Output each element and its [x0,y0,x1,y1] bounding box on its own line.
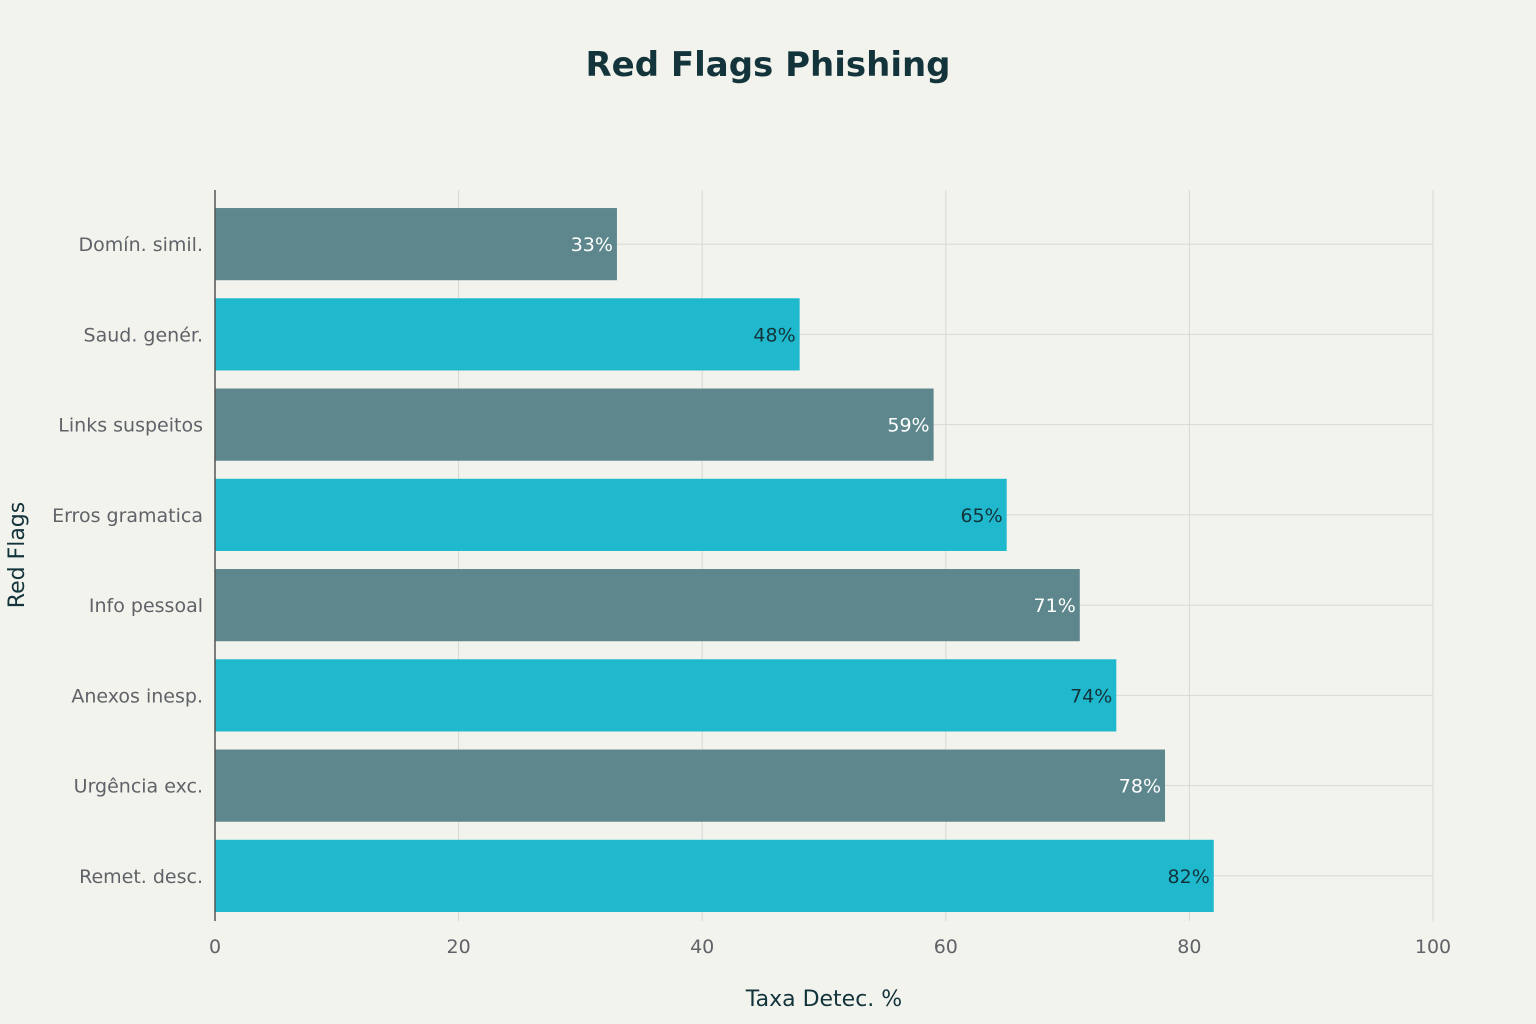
data-label: 65% [960,505,1002,527]
x-tick-label: 100 [1415,936,1451,958]
y-axis-categories: Domín. simil. Saud. genér. Links suspeitos… [52,234,203,888]
bar [215,478,1007,551]
data-label: 74% [1070,685,1112,707]
data-label: 59% [887,415,929,437]
category-label: Domín. simil. [79,234,203,256]
category-label: Erros gramatica [52,505,203,527]
data-label: 71% [1034,595,1076,617]
x-tick-label: 40 [690,936,714,958]
data-label: 82% [1168,866,1210,888]
x-axis-ticks: 0 20 40 60 80 100 [209,936,1451,958]
category-label: Remet. desc. [79,866,203,888]
x-tick-label: 80 [1177,936,1201,958]
bars: 33% 48% 59% 65% 71% 74% 78% 82% [215,208,1214,912]
bar [215,659,1117,732]
x-tick-label: 0 [209,936,221,958]
bar [215,749,1166,822]
bar [215,569,1080,642]
y-axis-label: Red Flags [5,502,30,608]
bar [215,388,934,461]
chart-title: Red Flags Phishing [585,45,950,85]
bar [215,298,800,371]
category-label: Anexos inesp. [71,685,203,707]
category-label: Saud. genér. [84,324,203,346]
category-label: Info pessoal [89,595,203,617]
data-label: 48% [753,324,795,346]
category-label: Urgência exc. [74,776,203,798]
x-tick-label: 60 [934,936,958,958]
category-label: Links suspeitos [58,415,203,437]
bar [215,839,1214,912]
data-label: 78% [1119,776,1161,798]
bar [215,208,617,281]
x-axis-label: Taxa Detec. % [745,987,902,1012]
data-label: 33% [571,234,613,256]
x-tick-label: 20 [447,936,471,958]
